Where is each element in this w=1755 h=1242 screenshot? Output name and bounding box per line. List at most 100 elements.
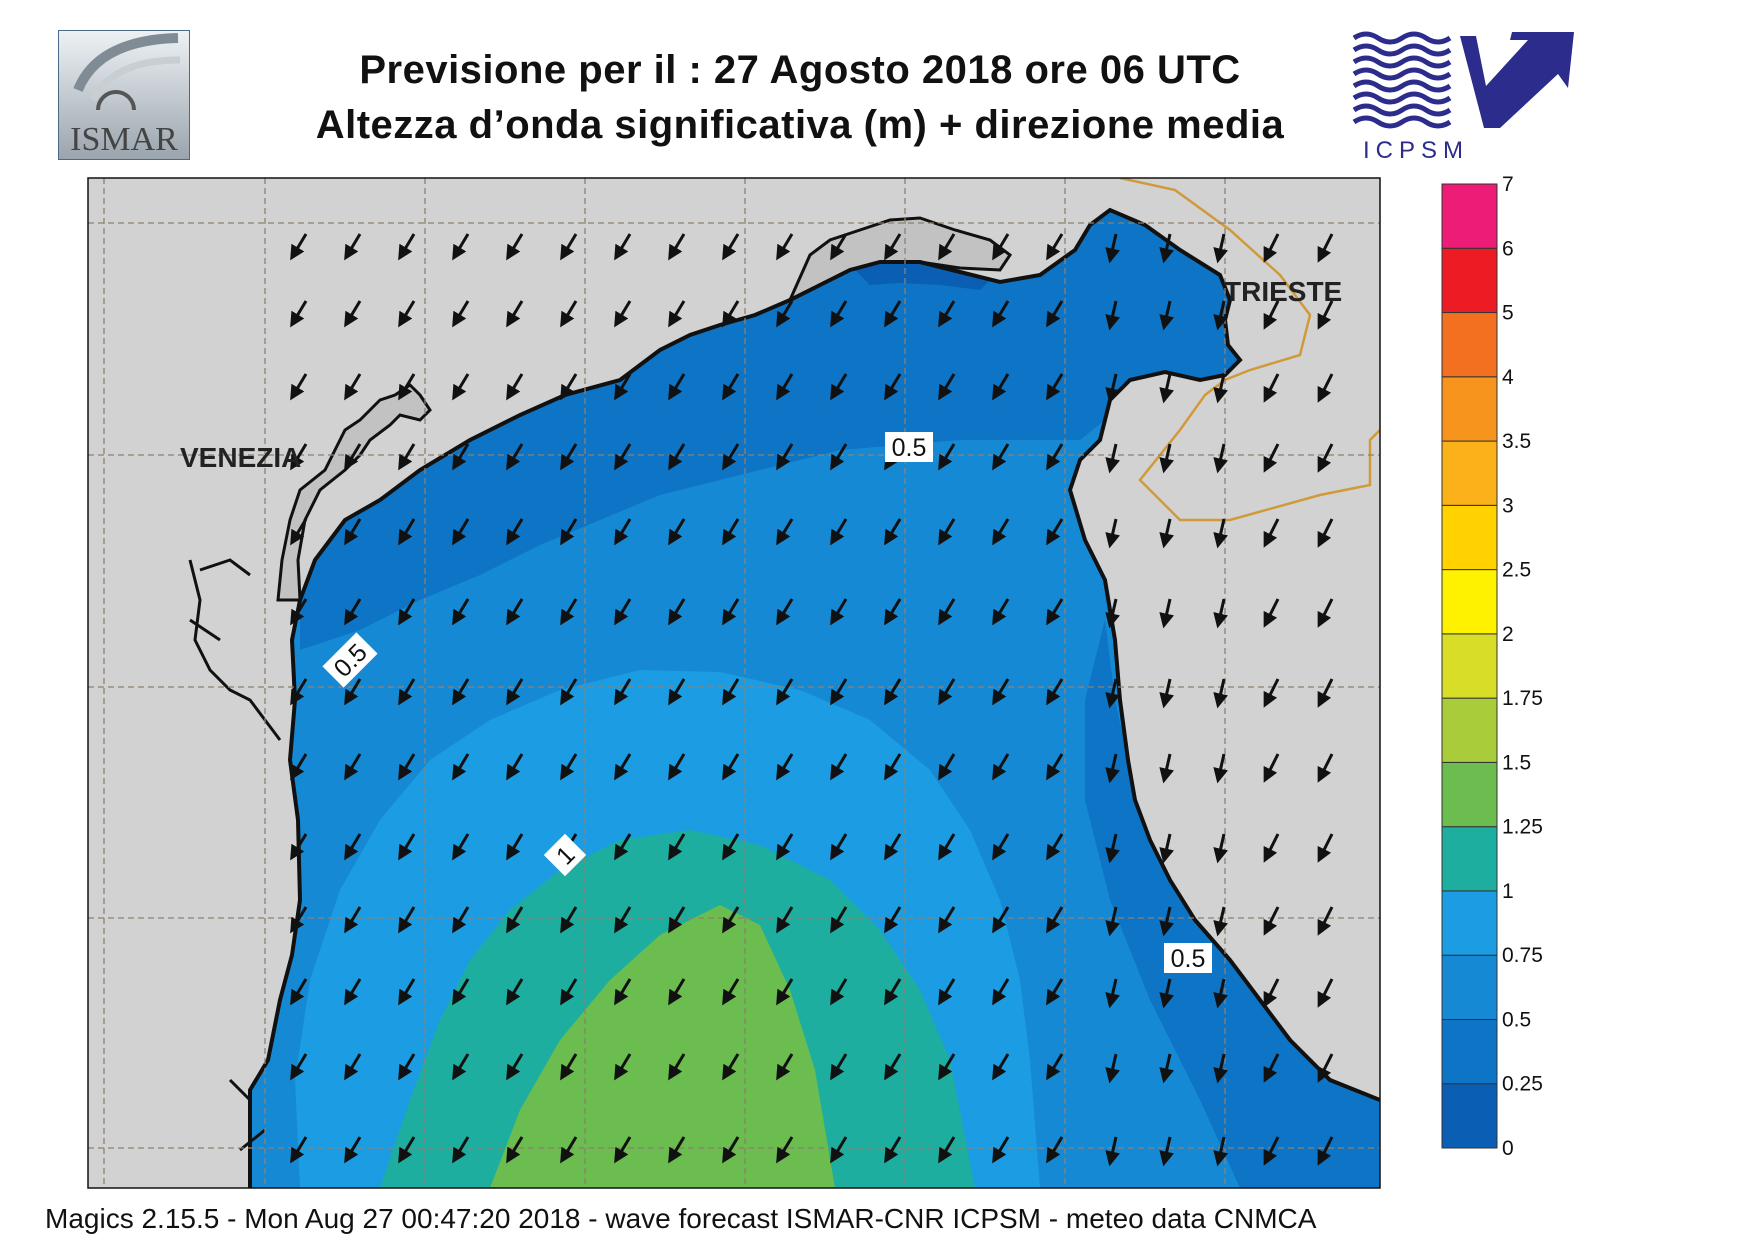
wave-direction-arrow: [560, 1136, 578, 1164]
wave-direction-arrow: [992, 1136, 1010, 1164]
wave-direction-arrow: [614, 1136, 632, 1164]
wave-direction-arrow: [776, 373, 794, 401]
legend-tick-label: 0.25: [1502, 1073, 1543, 1096]
wave-direction-arrow: [722, 906, 740, 934]
wave-direction-arrow: [776, 906, 794, 934]
wave-direction-arrow: [776, 518, 794, 546]
wave-direction-arrow: [344, 1136, 362, 1164]
wave-direction-arrow: [722, 833, 740, 861]
wave-direction-arrow: [344, 373, 362, 401]
wave-direction-arrow: [776, 753, 794, 781]
wave-direction-arrow: [1105, 1136, 1120, 1167]
wave-direction-arrow: [290, 373, 308, 401]
wave-direction-arrow: [506, 833, 524, 861]
wave-direction-arrow: [1213, 443, 1228, 474]
wave-direction-arrow: [938, 233, 956, 261]
wave-direction-arrow: [290, 978, 308, 1006]
wave-direction-arrow: [506, 598, 524, 626]
wave-direction-arrow: [1263, 518, 1280, 548]
wave-direction-arrow: [830, 233, 848, 261]
wave-direction-arrow: [344, 1053, 362, 1081]
wave-direction-arrow: [344, 678, 362, 706]
wave-direction-arrow: [1263, 300, 1280, 330]
wave-direction-arrow: [722, 978, 740, 1006]
wave-direction-arrow: [290, 678, 308, 706]
wave-direction-arrow: [506, 753, 524, 781]
wave-direction-arrow: [398, 753, 416, 781]
coastline: [248, 207, 1380, 1188]
wave-direction-arrow: [830, 906, 848, 934]
wave-direction-arrow: [1263, 373, 1280, 403]
band-0.25-0.5-east: [1085, 620, 1380, 1188]
wave-direction-arrow: [776, 300, 794, 328]
wave-direction-arrow: [1105, 373, 1120, 404]
wave-direction-arrow: [560, 978, 578, 1006]
wave-direction-arrow: [1213, 678, 1228, 709]
wave-direction-arrow: [830, 518, 848, 546]
wave-direction-arrow: [1046, 373, 1064, 401]
wave-direction-arrow: [1263, 978, 1280, 1008]
wave-direction-arrow: [344, 833, 362, 861]
legend-band-0.75-1: [1441, 890, 1498, 956]
wave-direction-arrow: [1046, 1136, 1064, 1164]
legend-tick-label: 1: [1502, 880, 1514, 903]
wave-direction-arrow: [938, 518, 956, 546]
wave-direction-arrow: [884, 833, 902, 861]
wave-direction-arrow: [830, 373, 848, 401]
wave-direction-arrow: [1046, 1053, 1064, 1081]
wave-direction-arrow: [290, 1136, 308, 1164]
wave-direction-arrow: [452, 598, 470, 626]
legend-tick-label: 1.25: [1502, 816, 1543, 839]
legend-band-3-3.5: [1441, 440, 1498, 506]
wave-direction-arrow: [776, 833, 794, 861]
wave-direction-arrow: [884, 373, 902, 401]
wave-direction-arrow: [938, 300, 956, 328]
wave-direction-arrow: [614, 906, 632, 934]
wave-direction-arrow: [1159, 978, 1174, 1009]
legend-tick-label: 1.5: [1502, 751, 1531, 774]
wave-direction-arrow: [938, 373, 956, 401]
wave-direction-arrow: [830, 1136, 848, 1164]
wave-direction-arrow: [1046, 233, 1064, 261]
wave-direction-arrow: [722, 443, 740, 471]
wave-direction-arrow: [290, 753, 308, 781]
wave-direction-arrow: [1105, 233, 1120, 264]
wave-direction-arrow: [560, 906, 578, 934]
wave-direction-arrow: [938, 443, 956, 471]
wave-direction-arrow: [344, 443, 362, 471]
wave-direction-arrow: [992, 753, 1010, 781]
wave-direction-arrow: [722, 678, 740, 706]
wave-direction-arrow: [992, 1053, 1010, 1081]
contour-label-0: 0.5: [885, 432, 933, 462]
wave-direction-arrow: [452, 300, 470, 328]
wave-direction-arrow: [668, 300, 686, 328]
legend-tick-label: 1.75: [1502, 687, 1543, 710]
legend-tick-label: 0: [1502, 1137, 1514, 1160]
wave-direction-arrow: [1046, 753, 1064, 781]
wave-direction-arrow: [1159, 906, 1174, 937]
wave-direction-arrow: [776, 1136, 794, 1164]
wave-direction-arrow: [506, 233, 524, 261]
wave-direction-arrow: [884, 300, 902, 328]
wave-direction-arrow: [1105, 978, 1120, 1009]
wave-direction-arrow: [722, 233, 740, 261]
wave-direction-arrow: [398, 978, 416, 1006]
wave-direction-arrow: [1105, 443, 1120, 474]
icpsm-logo: ICPSM: [1352, 28, 1582, 164]
wave-direction-arrow: [398, 233, 416, 261]
wave-direction-arrow: [452, 906, 470, 934]
wave-direction-arrow: [614, 598, 632, 626]
wave-direction-arrow: [506, 373, 524, 401]
legend-band-0.5-0.75: [1441, 954, 1498, 1020]
wave-direction-arrow: [614, 753, 632, 781]
band-1.25-1.5: [490, 905, 835, 1188]
wave-direction-arrow: [506, 518, 524, 546]
wave-direction-arrow: [506, 1053, 524, 1081]
legend-tick-label: 4: [1502, 366, 1514, 389]
wave-direction-arrow: [1105, 906, 1120, 937]
wave-direction-arrow: [560, 753, 578, 781]
wave-direction-arrow: [776, 978, 794, 1006]
wave-direction-arrow: [452, 518, 470, 546]
wave-direction-arrow: [1046, 598, 1064, 626]
